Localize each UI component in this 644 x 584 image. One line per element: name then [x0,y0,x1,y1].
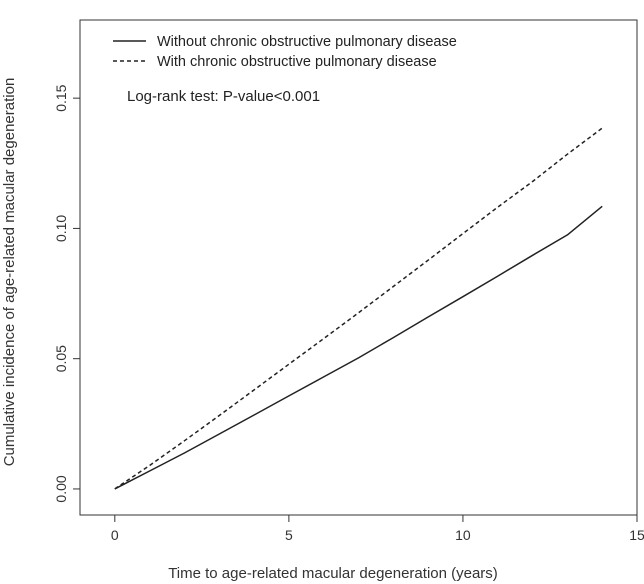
y-tick-label-0: 0.00 [53,475,69,502]
x-axis-title: Time to age-related macular degeneration… [168,565,498,582]
x-axis: 0 5 10 15 [111,515,644,543]
y-tick-label-2: 0.10 [53,215,69,242]
y-axis-title: Cumulative incidence of age-related macu… [1,78,18,467]
legend: Without chronic obstructive pulmonary di… [113,34,457,70]
series-line-solid [114,205,603,490]
y-axis: 0.00 0.05 0.10 0.15 [53,84,80,503]
x-tick-label-1: 5 [285,527,293,543]
legend-label-without-copd: Without chronic obstructive pulmonary di… [157,34,457,50]
y-tick-label-3: 0.15 [53,84,69,111]
x-tick-label-3: 15 [629,527,644,543]
x-tick-label-2: 10 [455,527,471,543]
plot-frame [79,19,638,516]
x-tick-label-0: 0 [111,527,119,543]
y-tick-label-1: 0.05 [53,345,69,372]
log-rank-annotation: Log-rank test: P-value<0.001 [127,88,320,105]
legend-label-with-copd: With chronic obstructive pulmonary disea… [157,54,437,70]
series-layer [114,127,603,490]
series-line-dashed [114,127,603,490]
